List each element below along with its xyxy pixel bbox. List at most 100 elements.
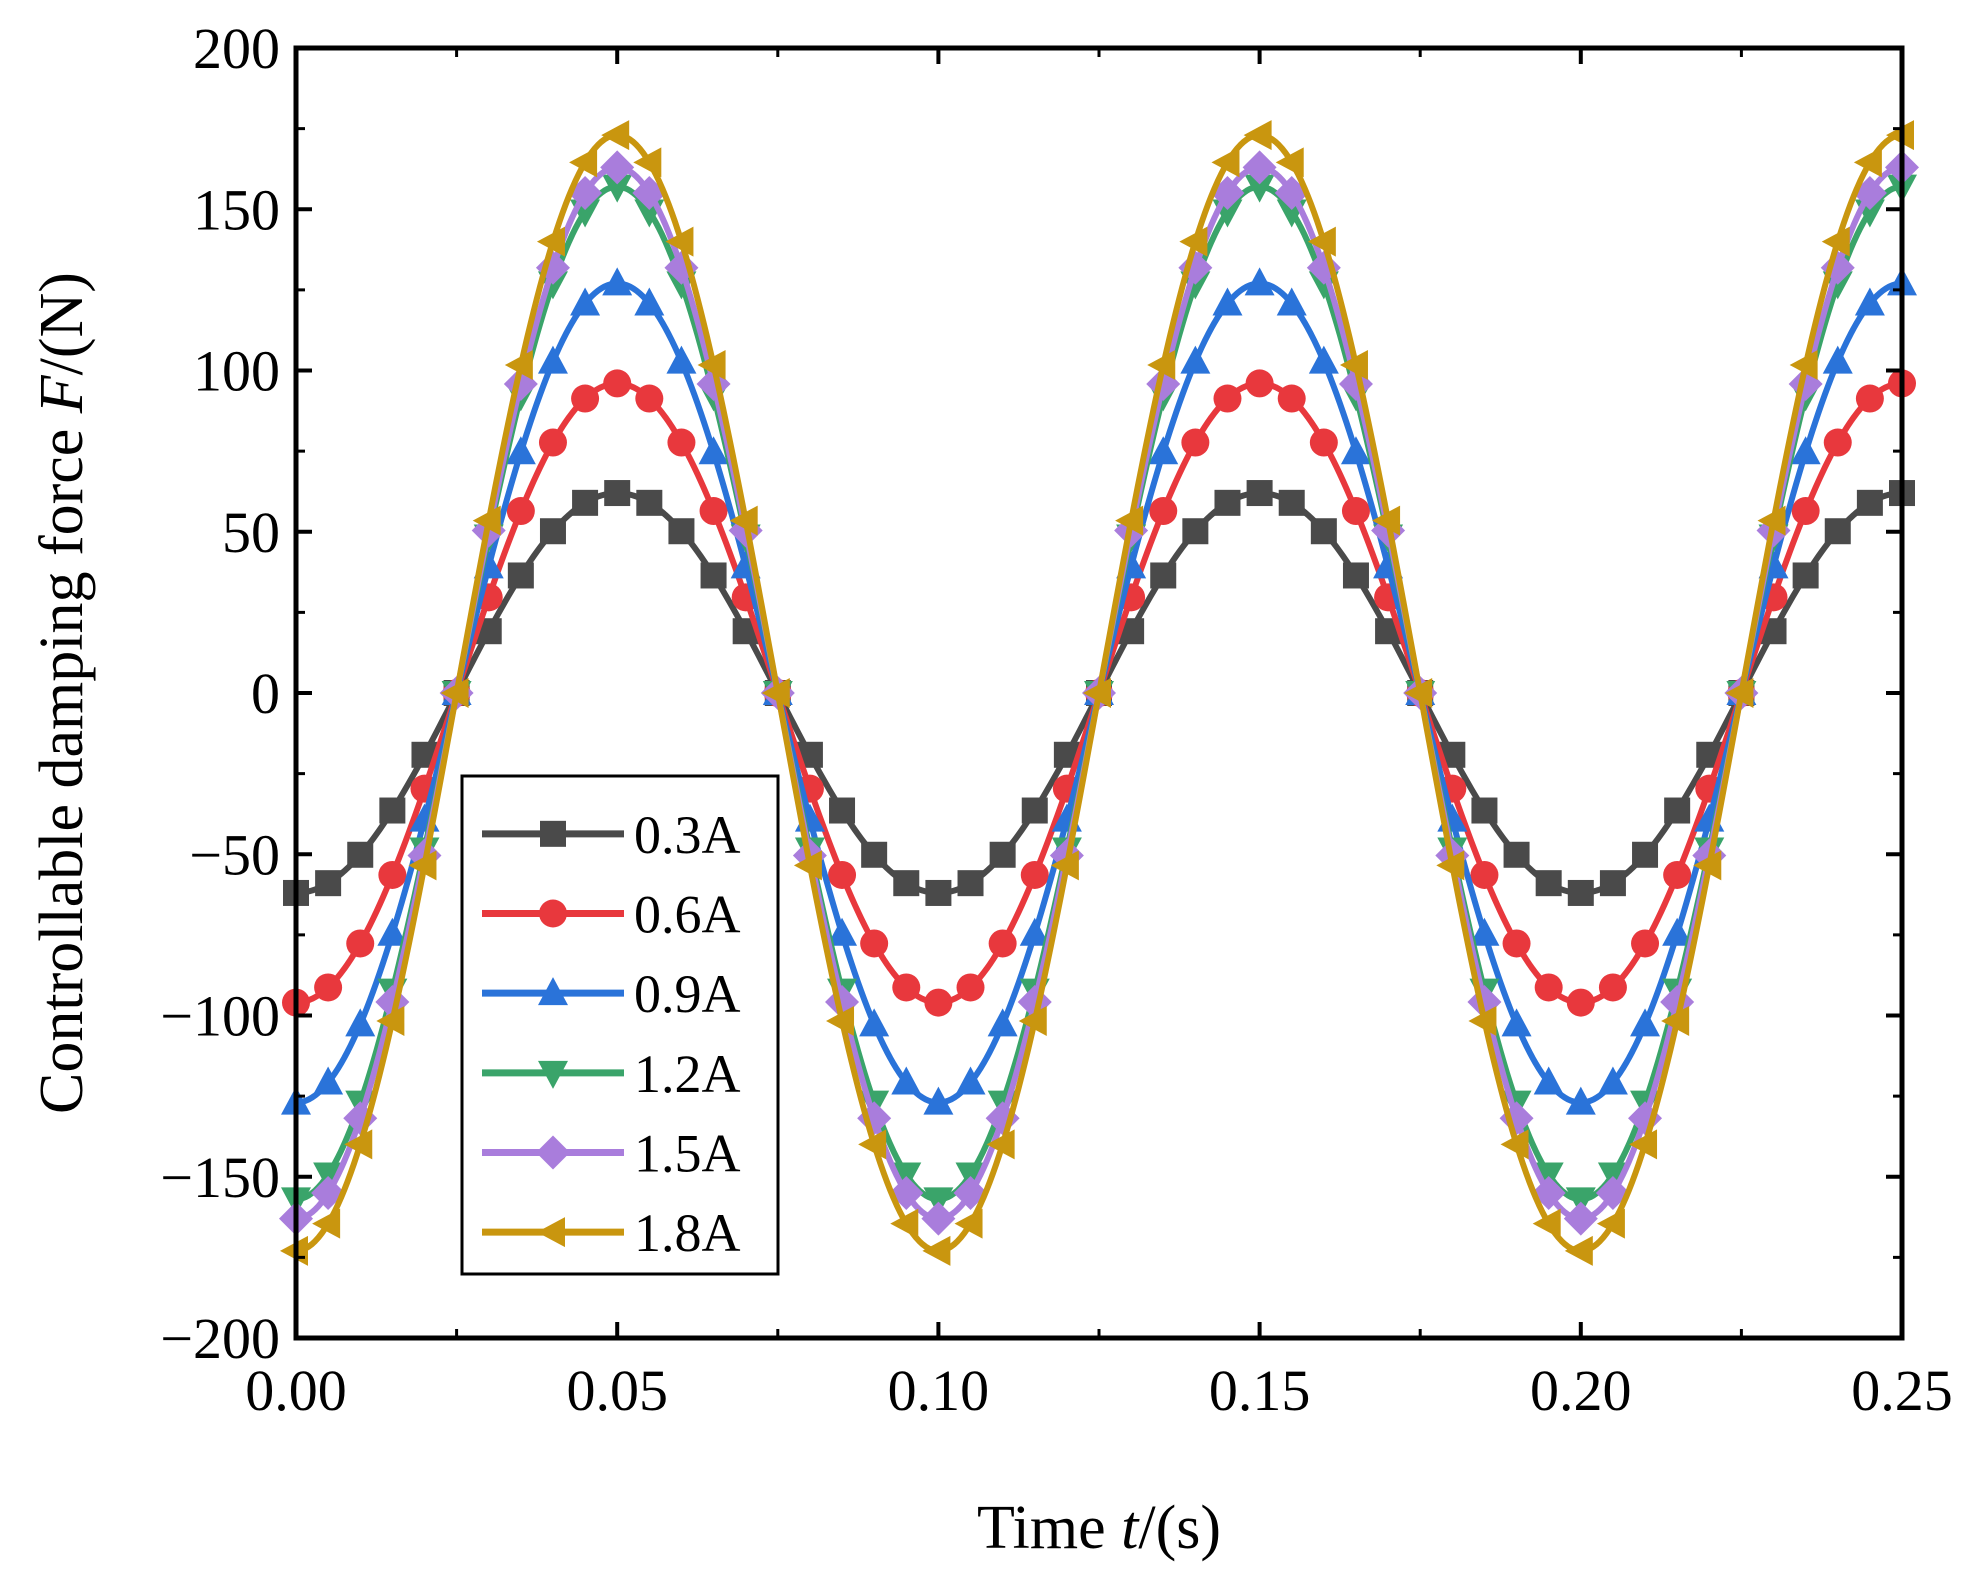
data-point	[1630, 1008, 1661, 1037]
data-point	[633, 147, 662, 178]
data-point	[346, 929, 375, 958]
data-point	[1632, 841, 1659, 868]
legend-swatch-marker	[537, 1217, 565, 1248]
data-point	[923, 1187, 954, 1216]
data-point	[956, 973, 985, 1002]
data-point	[1310, 518, 1337, 545]
data-point	[539, 518, 566, 545]
y-axis-title: Controllable damping force F/(N)	[28, 272, 96, 1114]
data-point	[1181, 428, 1210, 457]
data-point	[1243, 120, 1272, 151]
data-point	[377, 917, 408, 946]
data-point	[314, 973, 343, 1002]
data-point	[1339, 350, 1368, 381]
x-tick-label: 0.00	[245, 1358, 347, 1423]
data-point	[957, 870, 984, 897]
data-point	[893, 870, 920, 897]
data-point	[601, 120, 630, 151]
data-point	[570, 287, 601, 316]
data-point	[1790, 436, 1821, 465]
data-point	[858, 1129, 887, 1160]
data-point	[1599, 870, 1626, 897]
legend-label: 0.3A	[634, 805, 741, 865]
x-tick-label: 0.10	[888, 1358, 990, 1423]
legend-label: 0.9A	[634, 964, 741, 1024]
data-point	[827, 917, 858, 946]
legend-item: 1.8A	[482, 1203, 741, 1263]
data-point	[924, 988, 953, 1017]
legend-item: 0.6A	[482, 885, 741, 945]
data-point	[860, 929, 889, 958]
data-point	[1404, 678, 1433, 708]
x-tick-label: 0.15	[1209, 1358, 1311, 1423]
data-point	[1246, 480, 1273, 507]
data-point	[1854, 287, 1885, 316]
data-point	[440, 678, 469, 708]
y-tick-label: 0	[251, 661, 280, 726]
data-point	[986, 1129, 1015, 1160]
data-point	[1179, 226, 1208, 257]
data-point	[376, 1005, 405, 1036]
data-point	[1020, 860, 1049, 889]
data-point	[1148, 436, 1179, 465]
data-point	[1340, 436, 1371, 465]
data-point	[537, 271, 568, 300]
data-point	[1342, 562, 1369, 589]
data-point	[1565, 1187, 1596, 1216]
data-point	[668, 518, 695, 545]
data-point	[1596, 1208, 1625, 1239]
data-point	[1789, 350, 1818, 381]
data-point	[859, 1008, 890, 1037]
data-point	[1468, 1005, 1497, 1036]
data-point	[1822, 271, 1853, 300]
data-point	[572, 489, 599, 516]
y-tick-label: −150	[160, 1145, 280, 1210]
data-point	[538, 428, 567, 457]
data-point	[1661, 1005, 1690, 1036]
y-tick-label: −200	[160, 1306, 280, 1371]
data-point	[602, 267, 633, 296]
data-point	[729, 505, 758, 536]
data-point	[988, 929, 1017, 958]
data-point	[890, 1208, 919, 1239]
data-point	[1436, 850, 1465, 881]
y-tick-label: −50	[189, 822, 280, 887]
data-point	[408, 850, 437, 881]
data-point	[636, 489, 663, 516]
data-point	[1469, 917, 1500, 946]
data-point	[1502, 929, 1531, 958]
data-point	[1821, 226, 1850, 257]
data-point	[698, 436, 729, 465]
data-point	[955, 1066, 986, 1095]
data-point	[826, 1005, 855, 1036]
data-point	[700, 562, 727, 589]
data-point	[921, 1201, 956, 1236]
data-point	[569, 147, 598, 178]
data-point	[1856, 489, 1883, 516]
legend-swatch-marker	[538, 977, 568, 1006]
data-point	[1501, 1008, 1532, 1037]
data-point	[1242, 150, 1277, 185]
data-point	[604, 480, 631, 507]
data-point	[472, 505, 501, 536]
data-point	[507, 562, 534, 589]
data-point	[761, 678, 790, 708]
data-point	[1598, 973, 1627, 1002]
data-point	[1566, 988, 1595, 1017]
data-point	[1276, 287, 1307, 316]
data-point	[1021, 797, 1048, 824]
legend-label: 1.8A	[634, 1203, 741, 1263]
x-tick-label: 0.20	[1530, 1358, 1632, 1423]
data-point	[1083, 678, 1111, 708]
data-point	[506, 497, 535, 526]
x-tick-label: 0.25	[1851, 1358, 1953, 1423]
data-point	[829, 797, 856, 824]
data-point	[923, 1086, 954, 1115]
legend-item: 0.9A	[482, 964, 741, 1024]
data-point	[1853, 147, 1882, 178]
y-tick-label: 50	[222, 500, 280, 565]
data-point	[1278, 489, 1305, 516]
data-point	[1563, 1201, 1598, 1236]
data-point	[1693, 850, 1722, 881]
